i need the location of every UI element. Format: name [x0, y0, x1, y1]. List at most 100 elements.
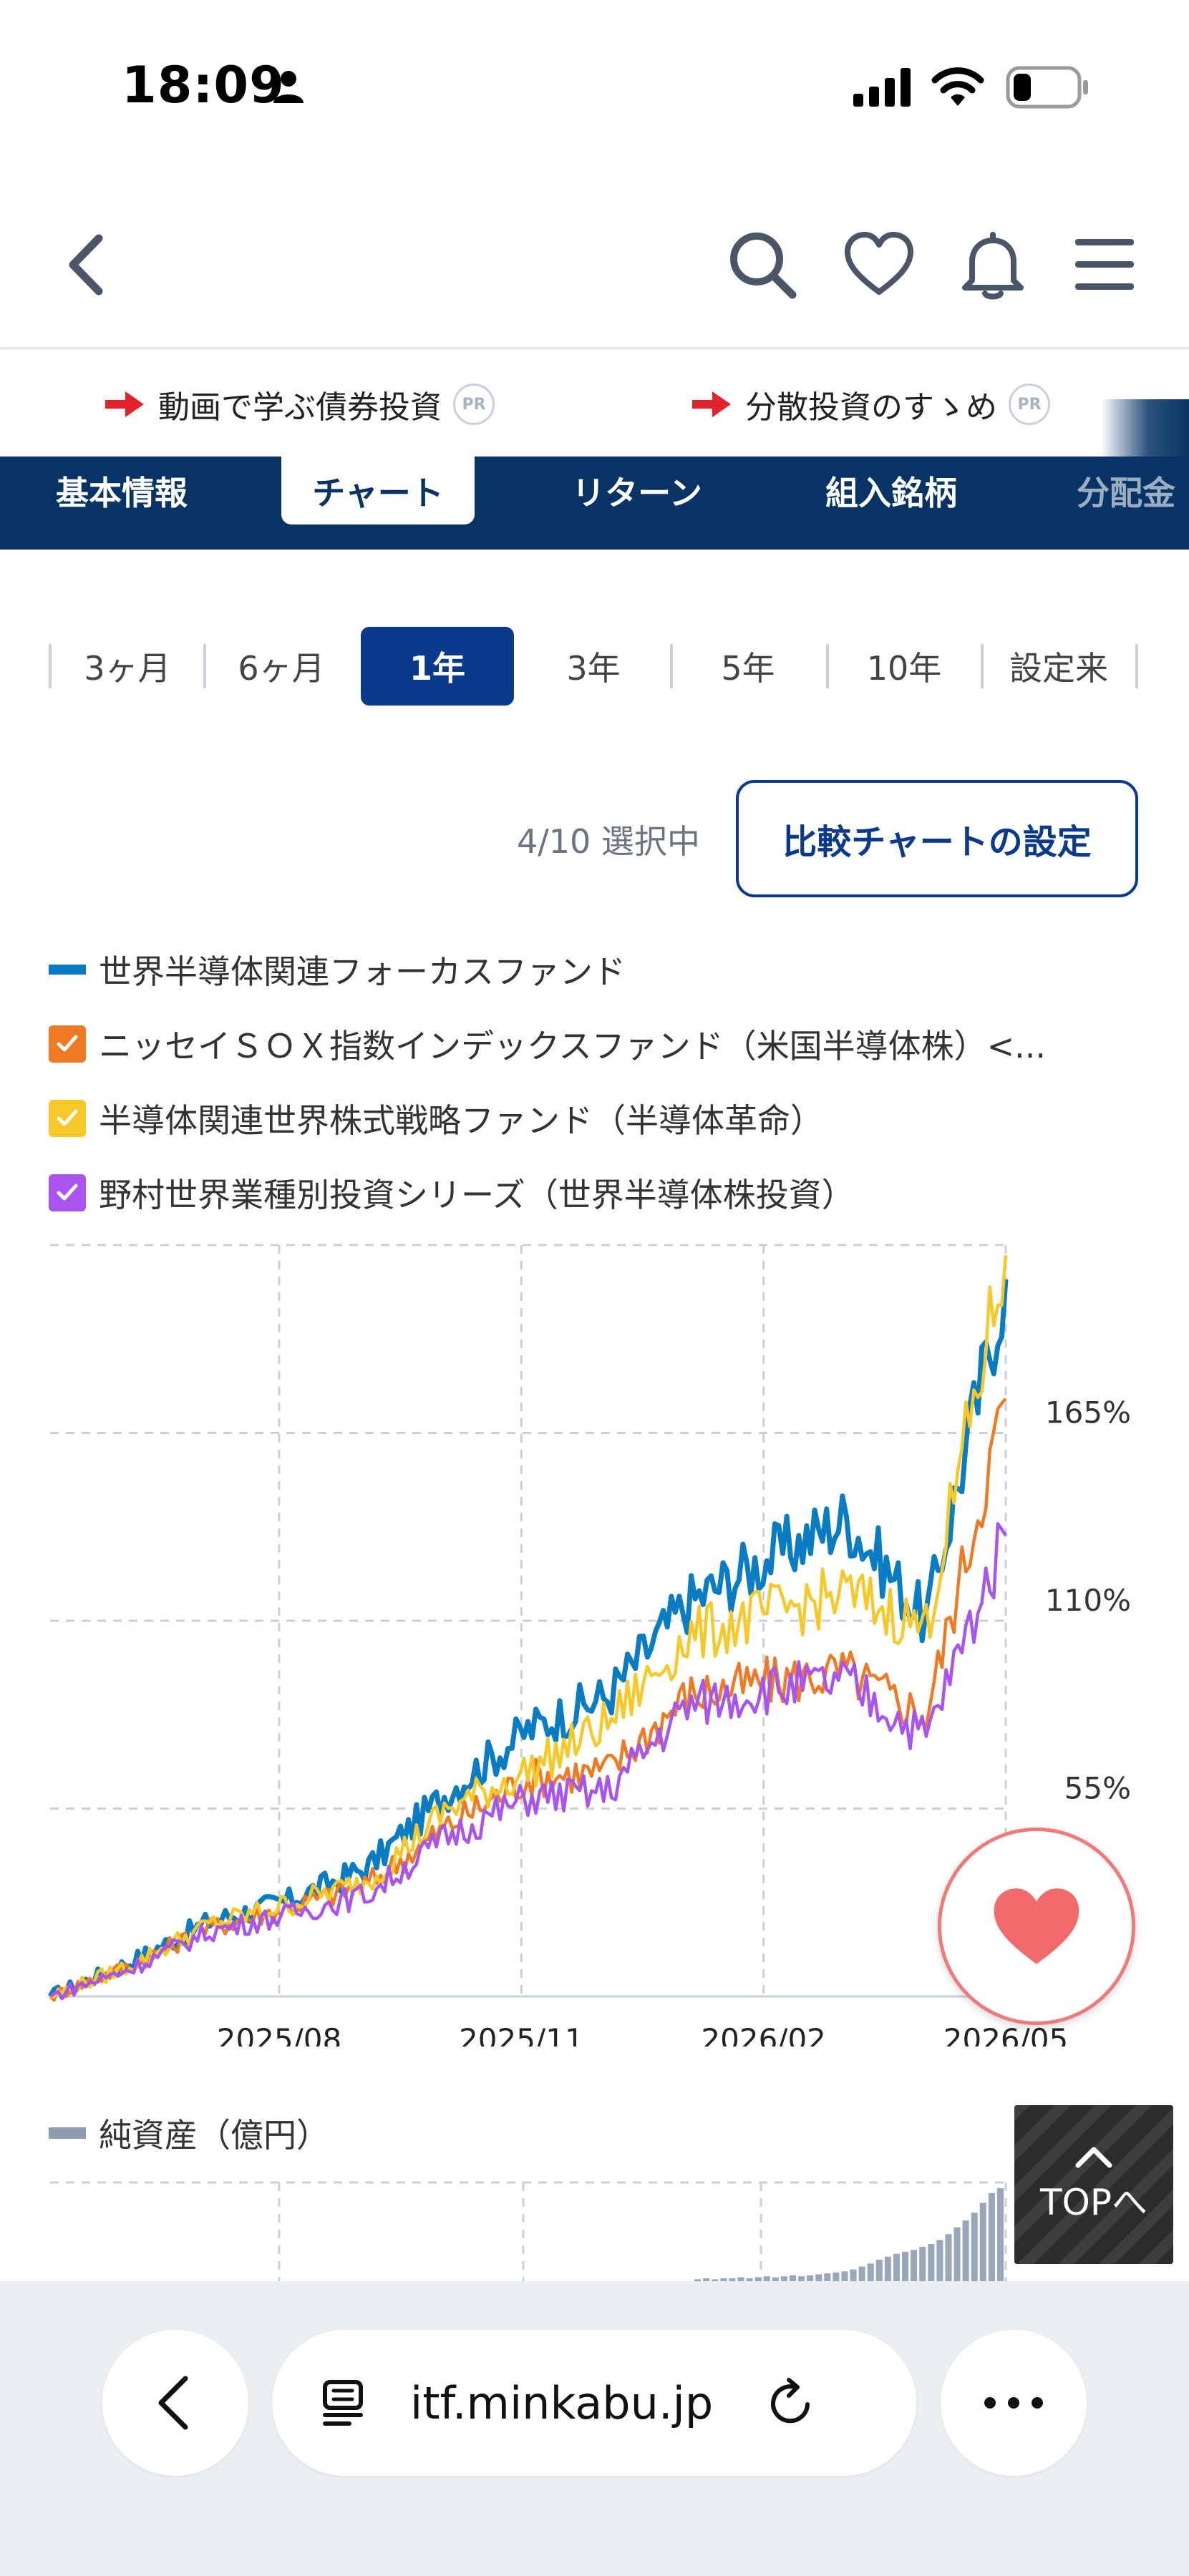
divider [49, 644, 52, 688]
net-assets-bar [780, 2276, 787, 2281]
divider [1135, 644, 1138, 688]
net-assets-bar [875, 2259, 883, 2281]
favorite-button[interactable] [938, 1828, 1135, 2025]
checkbox-checked-icon[interactable] [49, 1174, 86, 1211]
period-10y[interactable]: 10年 [866, 649, 942, 688]
red-arrow-icon [105, 391, 144, 417]
scroll-to-top-button[interactable]: TOPへ [1014, 2105, 1173, 2264]
chart-svg: 55% 110% 165% 2025/08 2025/11 2026/02 2026/05 [47, 1244, 1131, 2046]
series-line [49, 1255, 1008, 1999]
promo-label: 分散投資のすゝめ [745, 389, 997, 426]
back-chevron-icon [158, 2376, 188, 2430]
promo-link-diversified[interactable]: 分散投資のすゝめ PR [691, 383, 1050, 426]
net-assets-bar [815, 2274, 822, 2281]
period-6m[interactable]: 6ヶ月 [238, 649, 325, 688]
more-options-button[interactable] [941, 2330, 1087, 2476]
legend-item[interactable]: ニッセイＳＯＸ指数インデックスファンド（米国半導体株）<... [49, 1019, 1137, 1069]
compare-chart-settings-button[interactable]: 比較チャートの設定 [736, 780, 1138, 897]
net-assets-bar [824, 2273, 831, 2281]
net-assets-bar [833, 2272, 840, 2281]
tab-basic-info[interactable]: 基本情報 [56, 473, 188, 512]
divider [670, 644, 673, 688]
heart-outline-icon[interactable] [843, 229, 915, 301]
status-time: 18:09 [122, 56, 285, 114]
checkbox-checked-icon[interactable] [49, 1025, 86, 1063]
scroll-fade [1053, 399, 1189, 457]
top-button-label: TOPへ [1039, 2182, 1148, 2223]
tab-chart[interactable]: チャート [281, 457, 475, 525]
net-assets-swatch [49, 2127, 86, 2139]
reload-icon[interactable] [763, 2376, 817, 2430]
period-3m[interactable]: 3ヶ月 [84, 649, 171, 688]
net-assets-bar [841, 2271, 848, 2281]
net-assets-bar [694, 2279, 702, 2281]
bell-icon[interactable] [961, 229, 1025, 301]
nav-header [0, 165, 1189, 349]
period-1y[interactable]: 1年 [361, 627, 514, 706]
divider [981, 644, 984, 688]
legend-label: 半導体関連世界株式戦略ファンド（半導体革命） [99, 1101, 823, 1140]
net-assets-bar [884, 2256, 891, 2281]
net-assets-bar [988, 2192, 995, 2281]
x-tick-label: 2026/05 [943, 2022, 1068, 2046]
tab-return[interactable]: リターン [572, 473, 702, 512]
y-tick-label: 165% [1045, 1395, 1131, 1430]
promo-strip: 動画で学ぶ債券投資 PR 分散投資のすゝめ PR [0, 351, 1189, 457]
net-assets-bar [971, 2212, 978, 2281]
heart-filled-icon [994, 1888, 1079, 1964]
net-assets-bar [754, 2277, 762, 2281]
browser-toolbar: itf.minkabu.jp [0, 2281, 1189, 2576]
net-assets-bar [945, 2234, 952, 2281]
legend-item[interactable]: 野村世界業種別投資シリーズ（世界半導体株投資） [49, 1168, 1137, 1218]
net-assets-bar [919, 2247, 926, 2281]
tab-dividends[interactable]: 分配金 [1077, 473, 1175, 512]
net-assets-chart [50, 2181, 1007, 2281]
net-assets-bar [807, 2275, 814, 2281]
period-3y[interactable]: 3年 [566, 649, 621, 688]
legend-label: 野村世界業種別投資シリーズ（世界半導体株投資） [99, 1176, 855, 1214]
back-chevron-icon[interactable] [63, 233, 113, 297]
tab-holdings[interactable]: 組入銘柄 [825, 473, 957, 512]
address-bar[interactable]: itf.minkabu.jp [272, 2330, 916, 2476]
net-assets-bar [737, 2277, 744, 2281]
net-assets-bar [928, 2244, 935, 2281]
search-icon[interactable] [727, 229, 798, 301]
net-assets-bar [798, 2276, 805, 2281]
legend-line-swatch [49, 965, 86, 975]
net-assets-bar [850, 2269, 857, 2281]
performance-chart[interactable]: 55% 110% 165% 2025/08 2025/11 2026/02 2026/05 [0, 1216, 1189, 2046]
stripe-pattern [1014, 2105, 1173, 2264]
legend-item[interactable]: 世界半導体関連フォーカスファンド [49, 945, 1137, 995]
x-tick-label: 2025/08 [217, 2022, 341, 2046]
net-assets-bar [720, 2278, 727, 2281]
wifi-icon [931, 67, 984, 106]
net-assets-legend: 純資産（億円） [49, 2109, 329, 2157]
series-line [49, 1522, 1007, 2001]
browser-back-button[interactable] [102, 2330, 248, 2476]
hamburger-menu-icon[interactable] [1074, 236, 1135, 293]
net-assets-bar [996, 2188, 1004, 2281]
period-since-inception[interactable]: 設定来 [1009, 649, 1108, 688]
y-tick-label: 55% [1064, 1771, 1131, 1806]
battery-icon [1006, 66, 1088, 109]
net-assets-bar [867, 2263, 874, 2281]
person-icon [273, 71, 304, 103]
pr-badge: PR [1009, 384, 1050, 425]
period-5y[interactable]: 5年 [721, 649, 775, 688]
divider [203, 644, 206, 688]
red-arrow-icon [692, 391, 731, 417]
promo-link-bond-video[interactable]: 動画で学ぶ債券投資 PR [104, 383, 495, 426]
net-assets-bar [936, 2240, 943, 2281]
period-selector: 3ヶ月 6ヶ月 1年 3年 5年 10年 設定来 [49, 627, 1140, 706]
reader-mode-icon[interactable] [321, 2378, 371, 2428]
legend-item[interactable]: 半導体関連世界株式戦略ファンド（半導体革命） [49, 1093, 1137, 1143]
legend-label: ニッセイＳＯＸ指数インデックスファンド（米国半導体株）<... [99, 1027, 1047, 1065]
divider [826, 644, 829, 688]
promo-label: 動画で学ぶ債券投資 [158, 389, 442, 426]
net-assets-bar [911, 2250, 918, 2281]
chevron-up-icon [1075, 2147, 1112, 2168]
checkbox-checked-icon[interactable] [49, 1100, 86, 1137]
ellipsis-icon [984, 2397, 1043, 2409]
legend-label: 世界半導体関連フォーカスファンド [99, 952, 626, 991]
net-assets-bar [858, 2266, 865, 2281]
